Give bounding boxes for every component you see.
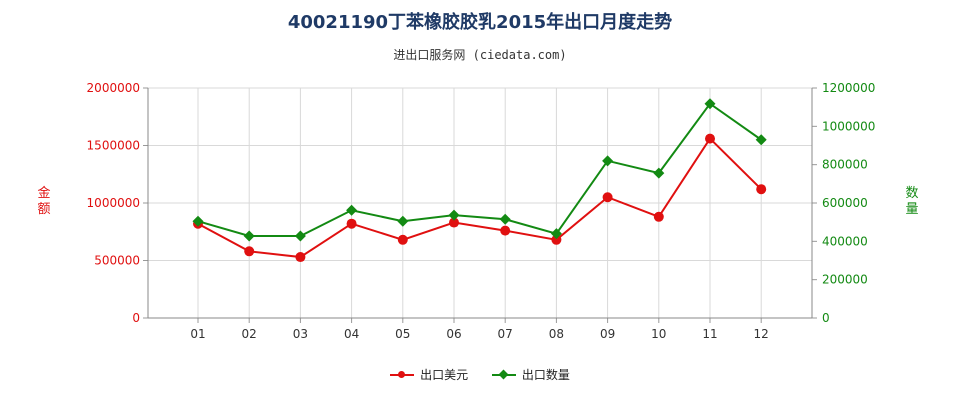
data-point-usd: [295, 252, 306, 263]
chart-title: 40021190丁苯橡胶胶乳2015年出口月度走势: [287, 12, 673, 33]
data-point-qty: [704, 98, 716, 110]
x-tick-label: 04: [344, 327, 359, 341]
data-point-qty: [243, 230, 255, 242]
right-tick-label: 200000: [822, 273, 868, 287]
legend-swatch-usd: [390, 369, 415, 381]
legend-label-qty: 出口数量: [521, 368, 570, 382]
legend-item-qty[interactable]: 出口数量: [491, 366, 570, 383]
data-point-qty: [653, 167, 665, 179]
right-tick-label: 1000000: [822, 119, 875, 133]
legend-item-usd[interactable]: 出口美元: [390, 366, 468, 383]
right-tick-label: 0: [822, 311, 830, 325]
x-tick-label: 09: [600, 327, 615, 341]
right-axis-title: 数量: [905, 186, 918, 217]
data-point-qty: [499, 213, 511, 225]
x-tick-label: 03: [293, 327, 308, 341]
right-tick-label: 600000: [822, 196, 868, 210]
x-tick-label: 01: [190, 327, 205, 341]
data-point-qty: [192, 215, 204, 227]
data-point-usd: [500, 225, 511, 236]
data-point-usd: [346, 218, 357, 229]
data-point-usd: [551, 234, 562, 245]
right-tick-label: 400000: [822, 234, 868, 248]
data-point-usd: [602, 192, 613, 203]
data-point-usd: [756, 184, 767, 195]
right-tick-label: 1200000: [822, 81, 875, 95]
left-tick-label: 500000: [94, 254, 140, 268]
legend-swatch-qty: [491, 369, 516, 381]
data-point-usd: [449, 217, 459, 228]
data-point-usd: [653, 211, 664, 222]
data-point-qty: [346, 204, 358, 216]
data-point-usd: [244, 246, 255, 257]
legend-label-usd: 出口美元: [420, 368, 469, 382]
x-tick-label: 12: [754, 327, 769, 341]
x-tick-label: 07: [498, 327, 513, 341]
left-tick-label: 1500000: [87, 139, 140, 153]
data-point-qty: [602, 155, 614, 167]
x-tick-label: 02: [242, 327, 257, 341]
left-tick-label: 2000000: [87, 81, 140, 95]
data-point-qty: [550, 228, 562, 240]
left-axis-title: 金额: [37, 185, 50, 217]
series-line-usd: [197, 137, 762, 259]
data-point-usd: [705, 133, 715, 144]
x-tick-label: 10: [651, 327, 666, 341]
data-point-qty: [755, 134, 767, 146]
x-tick-label: 06: [446, 327, 461, 341]
data-point-qty: [397, 215, 409, 227]
x-tick-label: 05: [395, 327, 410, 341]
data-point-usd: [397, 234, 408, 245]
data-point-qty: [448, 209, 460, 221]
series-line-qty: [197, 102, 762, 237]
right-tick-label: 800000: [822, 158, 868, 172]
chart-legend: 出口美元 出口数量: [0, 366, 960, 384]
chart-subtitle: 进出口服务网 (ciedata.com): [393, 48, 567, 62]
left-tick-label: 1000000: [87, 196, 140, 210]
data-point-qty: [294, 230, 306, 242]
x-tick-label: 11: [702, 327, 717, 341]
x-tick-label: 08: [549, 327, 564, 341]
left-tick-label: 0: [132, 311, 140, 325]
